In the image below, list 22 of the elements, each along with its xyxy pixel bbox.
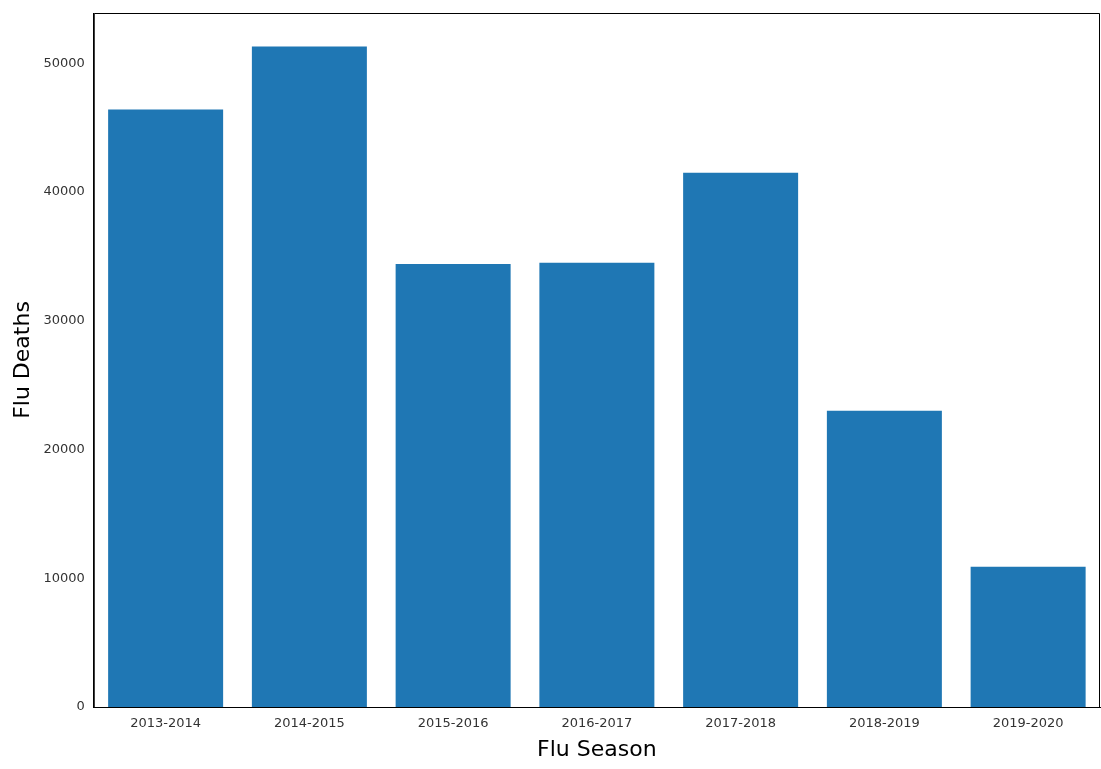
bar	[395, 264, 511, 707]
bar	[970, 566, 1086, 707]
y-tick-label: 0	[76, 698, 85, 714]
y-tick-label: 10000	[43, 569, 85, 585]
y-tick-label: 40000	[43, 183, 85, 199]
y-tick-label: 50000	[43, 54, 85, 70]
x-tick-label: 2018-2019	[848, 715, 920, 731]
x-tick-label: 2014-2015	[273, 715, 345, 731]
x-tick-label: 2016-2017	[561, 715, 633, 731]
x-tick-label: 2013-2014	[130, 715, 202, 731]
bar	[539, 262, 655, 707]
x-tick-label: 2017-2018	[705, 715, 777, 731]
y-tick-label: 30000	[43, 312, 85, 328]
x-axis-title: Flu Season	[537, 735, 657, 761]
bar	[251, 46, 367, 707]
x-tick-label: 2015-2016	[417, 715, 489, 731]
y-tick-label: 20000	[43, 440, 85, 456]
bar	[683, 172, 799, 707]
bar	[826, 410, 942, 707]
x-tick-label: 2019-2020	[992, 715, 1064, 731]
bar	[108, 109, 224, 707]
y-axis-title: Flu Deaths	[8, 301, 34, 419]
